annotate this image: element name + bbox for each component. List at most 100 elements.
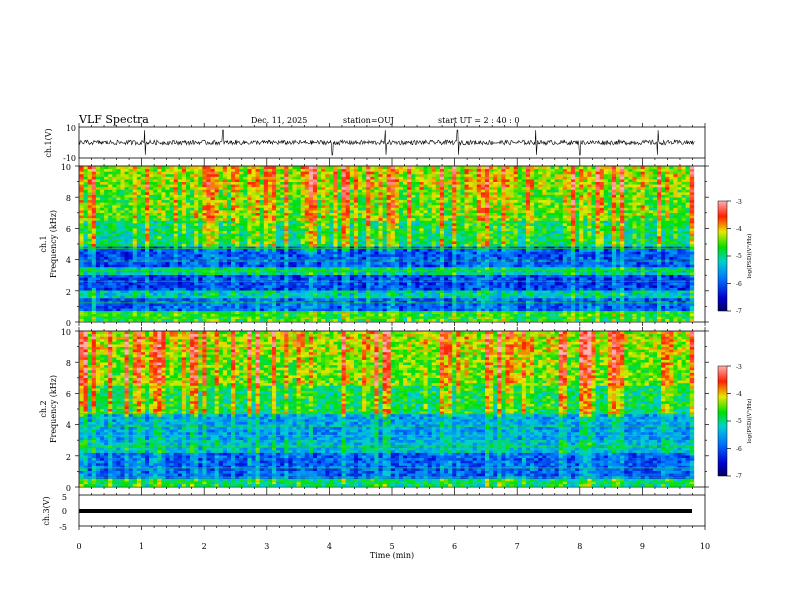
spectrogram-cell (308, 233, 314, 237)
spectrogram-cell (202, 295, 207, 299)
spectrogram-cell (411, 189, 416, 193)
spectrogram-cell (169, 179, 175, 183)
spectrogram-cell (99, 293, 105, 296)
spectrogram-cell (194, 228, 199, 232)
spectrogram-cell (95, 210, 101, 214)
spectrogram-cell (87, 197, 93, 201)
spectrogram-cell (411, 254, 416, 258)
spectrogram-cell (177, 218, 183, 222)
spectrogram-cell (169, 197, 175, 201)
spectrogram-cell (140, 285, 146, 289)
spectrogram-cell (194, 202, 199, 206)
spectrogram-cell (382, 282, 387, 286)
spectrogram-cell (280, 218, 285, 222)
spectrogram-cell (267, 285, 273, 289)
spectrogram-cell (333, 275, 338, 278)
spectrogram-cell (415, 272, 420, 276)
spectrogram-cell (202, 210, 207, 214)
spectrogram-cell (341, 275, 347, 278)
spectrogram-cell (247, 197, 252, 201)
spectrogram-cell (181, 246, 187, 250)
spectrogram-cell (79, 233, 84, 237)
spectrogram-cell (308, 215, 314, 219)
spectrogram-cell (251, 280, 256, 284)
spectrogram-cell (349, 295, 355, 299)
spectrogram-cell (374, 236, 379, 240)
spectrogram-cell (280, 238, 285, 242)
spectrogram-cell (407, 300, 412, 304)
spectrogram-cell (95, 287, 101, 291)
spectrogram-cell (247, 194, 252, 198)
spectrogram-cell (235, 184, 240, 188)
spectrogram-cell (312, 213, 318, 216)
spectrogram-cell (411, 241, 416, 245)
spectrogram-cell (83, 189, 88, 193)
spectrogram-cell (349, 254, 355, 258)
spectrogram-cell (362, 184, 367, 188)
spectrogram-cell (280, 306, 285, 309)
spectrogram-cell (337, 318, 342, 322)
spectrogram-cell (190, 233, 195, 237)
spectrogram-cell (95, 303, 101, 307)
spectrogram-cell (206, 169, 211, 172)
spectrogram-cell (267, 202, 273, 206)
spectrogram-cell (308, 254, 314, 258)
spectrogram-cell (99, 220, 105, 224)
spectrogram-cell (292, 295, 297, 299)
spectrogram-cell (345, 233, 351, 237)
ch1-y-axis-label: ch.1(V) (44, 128, 53, 157)
spectrogram-cell (222, 231, 228, 234)
spectrogram-cell (300, 223, 306, 227)
spectrogram-cell (83, 202, 88, 206)
spectrogram-cell (95, 267, 101, 271)
spectrogram-cell (329, 228, 334, 232)
spectrogram-cell (317, 218, 322, 222)
spectrogram-cell (325, 264, 330, 268)
spectrogram-cell (99, 300, 105, 304)
spectrogram-cell (190, 262, 195, 265)
spectrogram-cell (149, 269, 154, 273)
spectrogram-cell (194, 174, 199, 178)
spectrogram-cell (226, 293, 232, 296)
spectrogram-cell (153, 169, 158, 172)
spectrogram-cell (308, 285, 314, 289)
spectrogram-cell (415, 220, 420, 224)
spectrogram-cell (243, 316, 248, 320)
spectrogram-cell (231, 269, 236, 273)
spectrogram-cell (206, 290, 211, 294)
spectrogram-cell (362, 293, 367, 296)
spectrogram-cell (337, 241, 342, 245)
spectrogram-cell (116, 197, 121, 201)
spectrogram-cell (218, 233, 224, 237)
spectrogram-cell (206, 202, 211, 206)
spectrogram-cell (345, 300, 351, 304)
spectrogram-cell (411, 218, 416, 222)
spectrogram-cell (145, 192, 150, 196)
spectrogram-cell (120, 231, 125, 234)
spectrogram-cell (251, 298, 256, 302)
spectrogram-cell (116, 313, 121, 317)
spectrogram-cell (153, 205, 158, 209)
spectrogram-cell (415, 225, 420, 229)
spectrogram-cell (235, 298, 240, 302)
spectrogram-cell (263, 194, 269, 198)
spectrogram-cell (284, 316, 289, 320)
spectrogram-cell (276, 269, 281, 273)
spectrogram-cell (132, 251, 138, 255)
spectrogram-cell (251, 244, 256, 247)
spectrogram-cell (411, 169, 416, 172)
spectrogram-cell (202, 225, 207, 229)
spectrogram-cell (366, 218, 371, 222)
spectrogram-cell (194, 231, 199, 234)
spectrogram-cell (292, 171, 297, 175)
spectrogram-cell (407, 246, 412, 250)
spectrogram-cell (378, 171, 383, 175)
spectrogram-cell (325, 262, 330, 265)
spectrogram-cell (337, 269, 342, 273)
spectrogram-cell (407, 233, 412, 237)
spectrogram-cell (419, 171, 424, 175)
spectrogram-cell (288, 213, 293, 216)
spectrogram-cell (403, 280, 408, 284)
spectrogram-cell (304, 277, 310, 281)
spectrogram-cell (345, 182, 351, 185)
